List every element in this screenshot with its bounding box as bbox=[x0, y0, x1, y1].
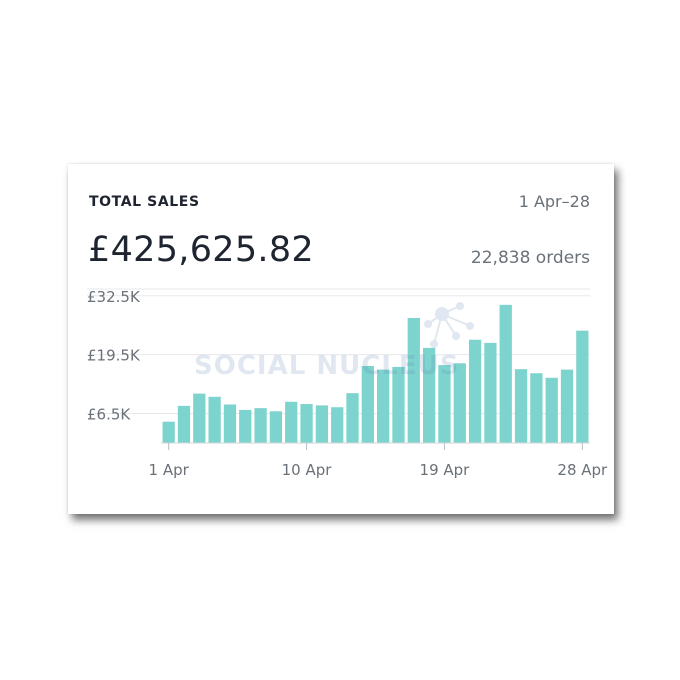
bar: 12 Apr bbox=[331, 407, 344, 443]
y-tick-label: £19.5K bbox=[87, 347, 141, 365]
bar: 13 Apr bbox=[346, 393, 359, 443]
bar: 10 Apr bbox=[300, 404, 313, 443]
x-tick-label: 19 Apr bbox=[420, 461, 471, 479]
total-sales-value: £425,625.82 bbox=[88, 230, 314, 270]
bar: 6 Apr bbox=[239, 409, 252, 443]
bar: 3 Apr bbox=[193, 393, 206, 443]
bar: 5 Apr bbox=[223, 404, 237, 443]
y-tick-label: £32.5K bbox=[87, 288, 141, 306]
bar: 27 Apr bbox=[560, 369, 574, 443]
date-range[interactable]: 1 Apr–28 bbox=[518, 192, 590, 211]
bar: 7 Apr bbox=[254, 408, 267, 443]
bar: 9 Apr bbox=[285, 401, 298, 443]
bar: 18 Apr bbox=[423, 347, 436, 443]
y-tick-label: £6.5K bbox=[87, 406, 131, 424]
watermark-logo bbox=[424, 302, 474, 348]
bar: 24 Apr bbox=[514, 369, 528, 443]
bar: 28 Apr bbox=[576, 330, 589, 443]
bar: 4 Apr bbox=[208, 396, 221, 443]
bar: 21 Apr bbox=[468, 339, 482, 443]
bar: 11 Apr bbox=[315, 405, 329, 443]
bar: 2 Apr bbox=[177, 405, 191, 443]
bar: 16 Apr bbox=[392, 366, 405, 443]
bar: 15 Apr bbox=[377, 369, 390, 443]
x-tick-label: 28 Apr bbox=[557, 461, 608, 479]
bar: 1 Apr bbox=[162, 421, 175, 443]
bar: 14 Apr bbox=[361, 366, 374, 443]
total-sales-card: TOTAL SALES 1 Apr–28 £425,625.82 22,838 … bbox=[68, 164, 614, 514]
bar: 26 Apr bbox=[545, 377, 558, 443]
bar: 20 Apr bbox=[453, 363, 466, 443]
bar: 25 Apr bbox=[530, 373, 543, 443]
orders-count: 22,838 orders bbox=[470, 248, 590, 268]
watermark-text: SOCIAL NUCLEUS bbox=[194, 351, 459, 381]
bar: 19 Apr bbox=[438, 365, 451, 443]
bar: 22 Apr bbox=[484, 342, 497, 443]
x-tick-label: 10 Apr bbox=[282, 461, 333, 479]
card-title: TOTAL SALES bbox=[89, 194, 200, 210]
bar: 17 Apr bbox=[407, 317, 420, 443]
x-tick-label: 1 Apr bbox=[149, 461, 190, 479]
bar: 23 Apr bbox=[499, 304, 512, 443]
bar: 8 Apr bbox=[269, 411, 283, 443]
